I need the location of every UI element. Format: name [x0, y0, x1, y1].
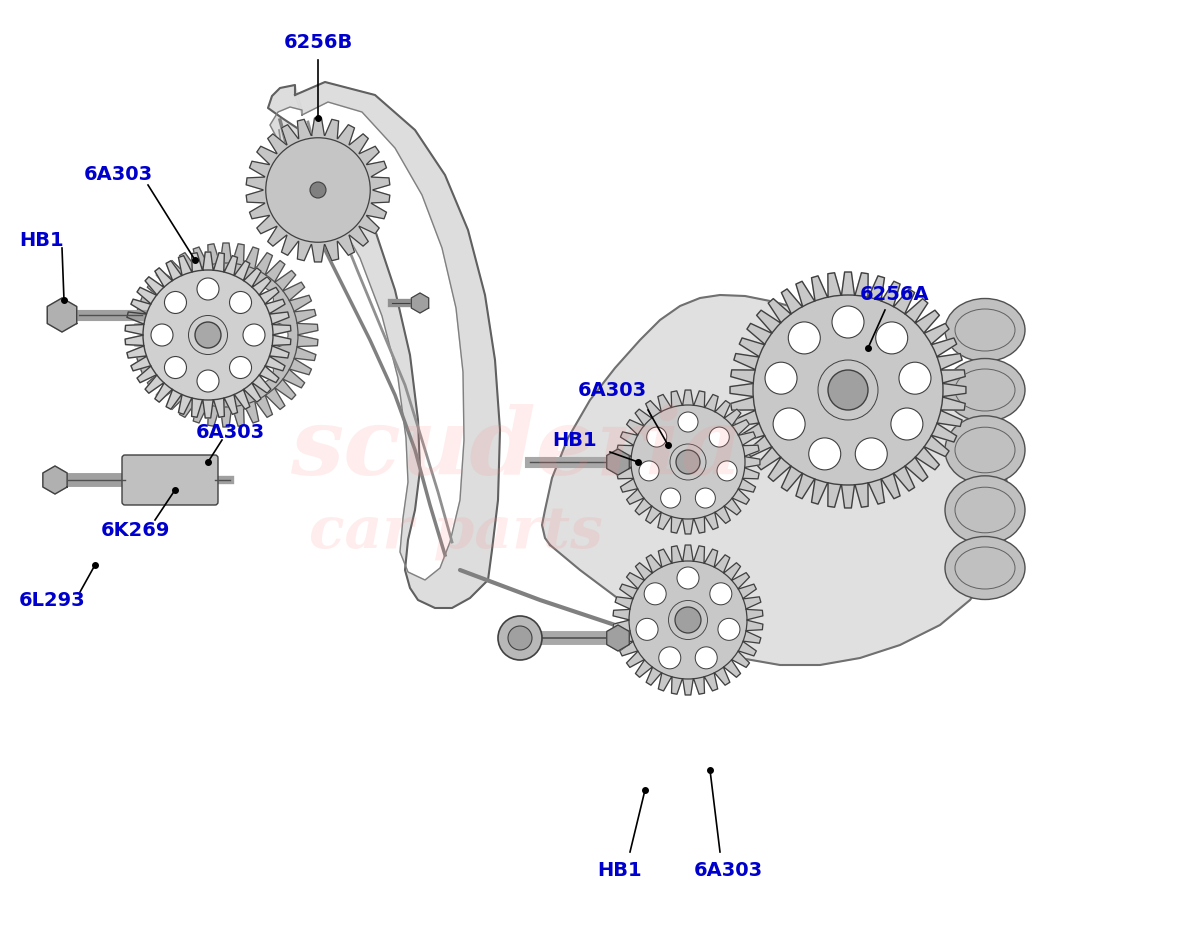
- Text: scuderia: scuderia: [289, 404, 743, 494]
- Circle shape: [179, 288, 203, 311]
- Circle shape: [636, 618, 658, 640]
- Polygon shape: [613, 545, 763, 695]
- Circle shape: [214, 273, 238, 297]
- Polygon shape: [542, 295, 1010, 665]
- Circle shape: [716, 461, 737, 481]
- Text: 6A303: 6A303: [577, 381, 647, 399]
- Text: HB1: HB1: [19, 231, 65, 250]
- Polygon shape: [730, 272, 966, 508]
- Circle shape: [828, 370, 868, 410]
- Circle shape: [766, 362, 797, 395]
- Circle shape: [644, 583, 666, 605]
- Text: 6256B: 6256B: [283, 33, 353, 51]
- Polygon shape: [607, 449, 629, 475]
- Circle shape: [631, 405, 745, 519]
- Circle shape: [773, 408, 805, 440]
- Circle shape: [197, 278, 220, 300]
- Ellipse shape: [946, 358, 1025, 422]
- Circle shape: [214, 373, 238, 397]
- Ellipse shape: [946, 298, 1025, 362]
- Circle shape: [677, 567, 698, 589]
- Circle shape: [676, 450, 700, 474]
- Circle shape: [164, 292, 186, 313]
- Circle shape: [647, 427, 667, 447]
- Circle shape: [242, 324, 265, 346]
- Ellipse shape: [946, 537, 1025, 599]
- Circle shape: [498, 616, 542, 660]
- Circle shape: [788, 322, 821, 354]
- Text: 6256A: 6256A: [860, 285, 930, 305]
- Circle shape: [890, 408, 923, 440]
- Circle shape: [640, 461, 659, 481]
- Ellipse shape: [946, 416, 1025, 484]
- Ellipse shape: [946, 476, 1025, 544]
- Text: 6A303: 6A303: [84, 165, 152, 184]
- Circle shape: [250, 288, 274, 311]
- Polygon shape: [607, 625, 629, 651]
- Circle shape: [229, 292, 252, 313]
- Circle shape: [250, 358, 274, 382]
- Polygon shape: [268, 82, 500, 608]
- Polygon shape: [47, 298, 77, 332]
- Circle shape: [154, 263, 298, 407]
- Circle shape: [876, 322, 907, 354]
- Circle shape: [695, 647, 718, 669]
- Text: 6K269: 6K269: [101, 521, 169, 539]
- Circle shape: [674, 607, 701, 633]
- Circle shape: [899, 362, 931, 395]
- Circle shape: [629, 561, 746, 679]
- Circle shape: [718, 618, 740, 640]
- Circle shape: [211, 320, 241, 350]
- Polygon shape: [246, 118, 390, 262]
- Circle shape: [264, 323, 288, 347]
- Circle shape: [265, 137, 371, 242]
- Circle shape: [194, 322, 221, 348]
- Polygon shape: [412, 293, 428, 313]
- Text: 6L293: 6L293: [19, 591, 85, 610]
- Circle shape: [856, 438, 887, 470]
- Circle shape: [832, 306, 864, 338]
- Text: car parts: car parts: [310, 505, 602, 561]
- Polygon shape: [616, 390, 760, 534]
- Circle shape: [197, 370, 220, 392]
- Circle shape: [709, 427, 730, 447]
- Text: 6A303: 6A303: [694, 860, 762, 880]
- Circle shape: [229, 356, 252, 379]
- Circle shape: [710, 583, 732, 605]
- Circle shape: [179, 358, 203, 382]
- Circle shape: [809, 438, 841, 470]
- Circle shape: [661, 488, 680, 508]
- Text: 6A303: 6A303: [196, 423, 264, 441]
- FancyBboxPatch shape: [122, 455, 218, 505]
- Circle shape: [508, 626, 532, 650]
- Polygon shape: [43, 466, 67, 494]
- Circle shape: [754, 295, 943, 485]
- Circle shape: [143, 270, 274, 400]
- Circle shape: [695, 488, 715, 508]
- Circle shape: [164, 356, 186, 379]
- Polygon shape: [125, 252, 290, 418]
- Text: HB1: HB1: [553, 430, 598, 450]
- Polygon shape: [134, 243, 318, 427]
- Circle shape: [659, 647, 680, 669]
- Circle shape: [164, 323, 188, 347]
- Circle shape: [678, 412, 698, 432]
- Circle shape: [151, 324, 173, 346]
- Circle shape: [310, 182, 326, 198]
- Text: HB1: HB1: [598, 860, 642, 880]
